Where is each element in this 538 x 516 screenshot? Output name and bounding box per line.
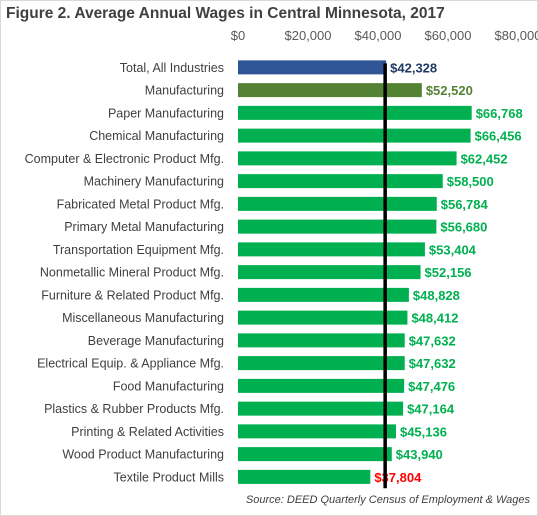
category-label: Paper Manufacturing	[108, 106, 224, 120]
value-label: $45,136	[400, 424, 447, 439]
value-label: $52,156	[425, 265, 472, 280]
bar	[238, 287, 409, 302]
value-label: $47,632	[409, 333, 456, 348]
chart-title: Figure 2. Average Annual Wages in Centra…	[6, 5, 445, 22]
category-label: Computer & Electronic Product Mfg.	[25, 152, 224, 166]
bar	[238, 424, 396, 439]
category-label: Chemical Manufacturing	[89, 129, 224, 143]
bar	[238, 447, 392, 462]
value-label: $56,680	[440, 220, 487, 235]
category-label: Fabricated Metal Product Mfg.	[57, 197, 224, 211]
x-tick-label: $60,000	[425, 28, 472, 43]
bar	[238, 401, 404, 416]
category-label: Wood Product Manufacturing	[62, 448, 224, 462]
bar	[238, 105, 472, 120]
category-label: Nonmetallic Mineral Product Mfg.	[40, 266, 224, 280]
category-label: Total, All Industries	[120, 61, 224, 75]
value-label: $47,164	[407, 402, 455, 417]
x-tick-label: $0	[231, 28, 245, 43]
value-label: $42,328	[390, 60, 437, 75]
bar	[238, 469, 371, 484]
bar	[238, 265, 421, 280]
category-label: Machinery Manufacturing	[84, 175, 224, 189]
value-label: $58,500	[447, 174, 494, 189]
category-label: Transportation Equipment Mfg.	[53, 243, 224, 257]
category-label: Beverage Manufacturing	[88, 334, 224, 348]
bar	[238, 310, 408, 325]
value-label: $47,632	[409, 356, 456, 371]
category-label: Food Manufacturing	[113, 379, 224, 393]
value-label: $43,940	[396, 447, 443, 462]
bar	[238, 60, 387, 75]
bar	[238, 128, 471, 143]
value-label: $48,828	[413, 288, 460, 303]
value-label: $47,476	[408, 379, 455, 394]
bar	[238, 378, 405, 393]
value-label: $66,768	[476, 106, 523, 121]
category-label: Miscellaneous Manufacturing	[62, 311, 224, 325]
value-label: $48,412	[411, 311, 458, 326]
category-label: Primary Metal Manufacturing	[64, 220, 224, 234]
category-label: Textile Product Mills	[114, 470, 224, 484]
bar	[238, 83, 422, 98]
bar	[238, 356, 405, 371]
bar	[238, 151, 457, 166]
value-label: $66,456	[475, 129, 522, 144]
bar	[238, 174, 443, 189]
value-label: $53,404	[429, 242, 477, 257]
category-label: Manufacturing	[145, 84, 224, 98]
value-label: $52,520	[426, 83, 473, 98]
x-tick-label: $40,000	[355, 28, 402, 43]
category-label: Plastics & Rubber Products Mfg.	[44, 402, 224, 416]
bar	[238, 219, 437, 234]
value-label: $62,452	[461, 151, 508, 166]
category-label: Electrical Equip. & Appliance Mfg.	[37, 357, 224, 371]
bar	[238, 196, 437, 211]
bar	[238, 333, 405, 348]
bar	[238, 242, 425, 257]
source-note: Source: DEED Quarterly Census of Employm…	[245, 494, 530, 506]
value-label: $56,784	[441, 197, 489, 212]
value-label: $37,804	[374, 470, 422, 485]
category-label: Furniture & Related Product Mfg.	[41, 288, 224, 302]
category-label: Printing & Related Activities	[71, 425, 224, 439]
x-tick-label: $20,000	[285, 28, 332, 43]
x-tick-label: $80,000	[495, 28, 538, 43]
